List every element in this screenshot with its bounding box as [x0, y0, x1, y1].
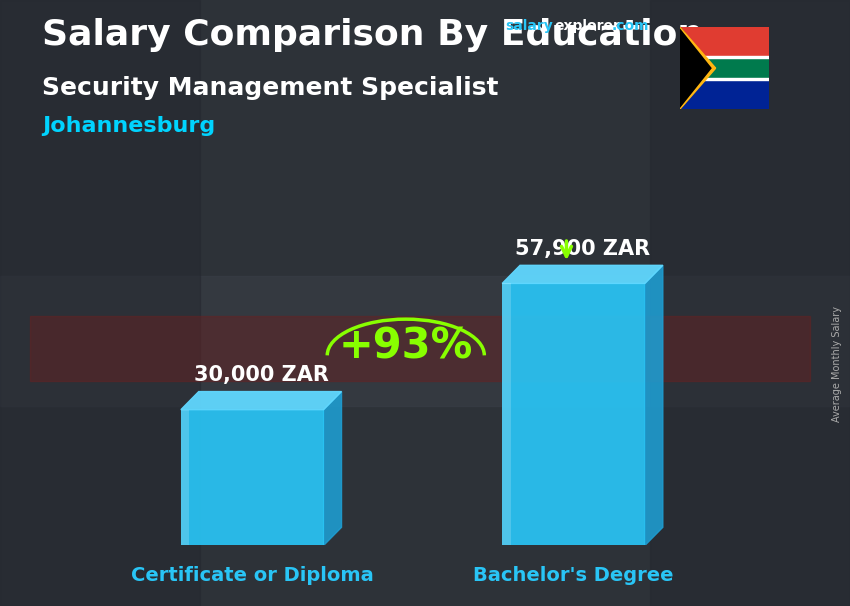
Bar — [680, 68, 769, 109]
Text: explorer: explorer — [554, 19, 620, 33]
Text: 57,900 ZAR: 57,900 ZAR — [515, 239, 650, 259]
Bar — [502, 284, 511, 545]
Text: Salary Comparison By Education: Salary Comparison By Education — [42, 18, 704, 52]
Text: salary: salary — [506, 19, 553, 33]
Bar — [0, 276, 850, 406]
Bar — [30, 316, 810, 381]
Bar — [650, 0, 850, 606]
Bar — [0, 0, 200, 606]
Text: +93%: +93% — [338, 325, 473, 367]
Text: Johannesburg: Johannesburg — [42, 116, 216, 136]
Bar — [181, 410, 190, 545]
Bar — [680, 78, 769, 80]
Polygon shape — [181, 391, 342, 410]
Text: Bachelor's Degree: Bachelor's Degree — [473, 566, 674, 585]
Polygon shape — [680, 27, 716, 68]
Polygon shape — [645, 265, 663, 545]
Bar — [181, 410, 324, 545]
Text: Certificate or Diploma: Certificate or Diploma — [131, 566, 374, 585]
Text: .com: .com — [612, 19, 649, 33]
Polygon shape — [680, 27, 712, 109]
Bar — [680, 56, 769, 58]
Text: Security Management Specialist: Security Management Specialist — [42, 76, 499, 100]
Bar — [680, 58, 769, 78]
Polygon shape — [680, 68, 716, 109]
Bar — [502, 284, 645, 545]
Text: 30,000 ZAR: 30,000 ZAR — [194, 365, 329, 385]
Text: Average Monthly Salary: Average Monthly Salary — [832, 305, 842, 422]
Polygon shape — [324, 391, 342, 545]
Polygon shape — [502, 265, 663, 284]
Bar — [680, 27, 769, 68]
